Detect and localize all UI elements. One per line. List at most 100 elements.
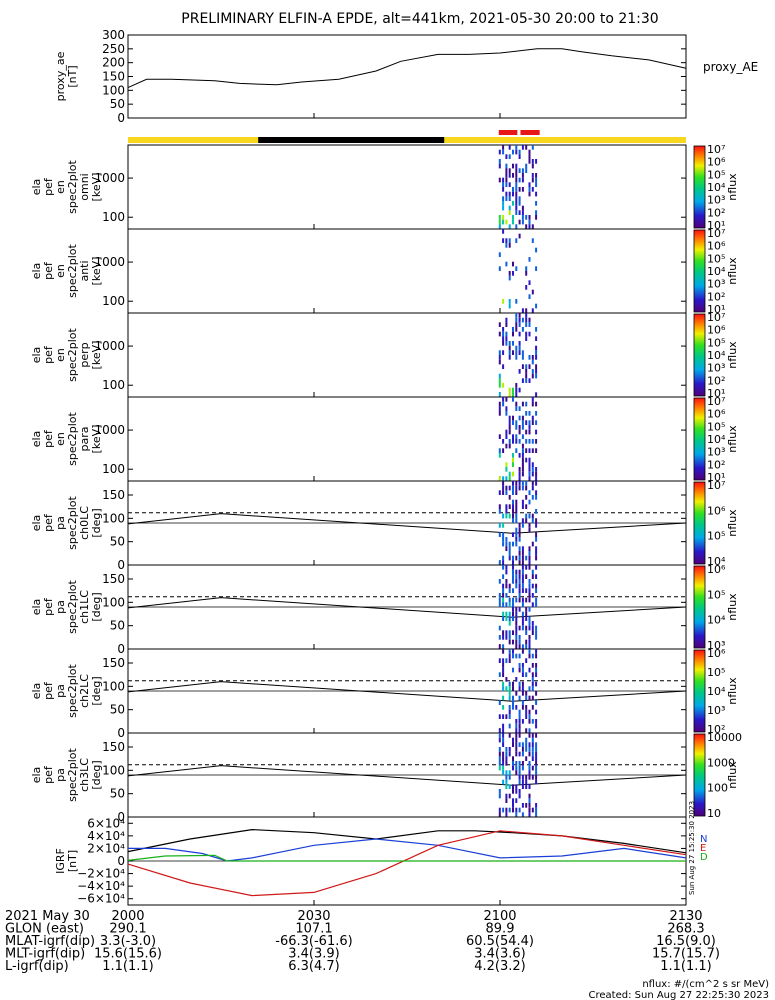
colorbar-label: nflux — [726, 341, 739, 369]
spectrogram-cell — [521, 551, 524, 556]
spectrogram-cell — [515, 187, 518, 192]
colorbar-tick-label: 10² — [707, 374, 725, 387]
spectrogram-cell — [535, 583, 538, 589]
spectrogram-cell — [508, 485, 511, 491]
spectrogram-cell — [498, 392, 501, 397]
spectrogram-cell — [498, 789, 501, 794]
colorbar-tick-label: 10⁴ — [707, 555, 726, 568]
spectrogram-cell — [512, 560, 514, 565]
spectrogram-cell — [521, 350, 524, 355]
spectrogram-cell — [531, 420, 534, 425]
spectrogram-cell — [515, 532, 518, 537]
y-tick-label: 50 — [110, 535, 125, 549]
spectrogram-cell — [498, 658, 501, 663]
spectrogram-cell — [505, 443, 508, 449]
y-tick-label: 100 — [102, 462, 125, 476]
spectrogram-cell — [518, 341, 521, 346]
spectrogram-cell — [535, 565, 538, 570]
spectrogram-cell — [502, 513, 505, 519]
y-tick-label: 150 — [102, 740, 125, 754]
spectrogram-cell — [518, 639, 521, 645]
spectrogram-cell — [505, 406, 508, 411]
spectrogram-cell — [525, 420, 528, 425]
spectrogram-cell — [502, 397, 505, 402]
spectrogram-cell — [508, 191, 511, 197]
spectrogram-cell — [535, 775, 538, 780]
spectrogram-cell — [518, 471, 521, 477]
spectrogram-cell — [521, 565, 524, 570]
spectrogram-cell — [515, 327, 518, 332]
spectrogram-cell — [531, 677, 534, 682]
spectrogram-cell — [521, 308, 524, 313]
spectrogram-cell — [515, 191, 518, 197]
spectrogram-cell — [535, 597, 538, 603]
spectrogram-cell — [502, 714, 505, 719]
spectrogram-cell — [515, 527, 518, 533]
time-axis-value: 6.3(4.7) — [288, 959, 340, 974]
spectrogram-cell — [498, 560, 501, 565]
spectrogram-cell — [528, 565, 531, 570]
spectrogram-cell — [502, 723, 505, 729]
spectrogram-cell — [498, 761, 501, 766]
spectrogram-cell — [502, 299, 505, 304]
spectrogram-cell — [498, 177, 501, 183]
spectrogram-cell — [531, 625, 534, 631]
spectrogram-cell — [528, 686, 531, 691]
spectrogram-cell — [525, 518, 528, 523]
spectrogram-cell — [535, 471, 538, 477]
spectrogram-cell — [515, 383, 518, 388]
colorbar — [693, 733, 706, 817]
y-tick-label: 150 — [102, 572, 125, 586]
igrf-line-N — [127, 828, 687, 854]
y-axis-label: [keV] — [90, 257, 103, 286]
spectrogram-cell — [525, 336, 528, 341]
spectrogram-cell — [502, 177, 505, 183]
spectrogram-cell — [521, 784, 524, 789]
spectrogram-cell — [521, 705, 524, 710]
spectrogram-cell — [502, 523, 505, 528]
spectrogram-cell — [535, 691, 538, 696]
y-axis-label: ela — [30, 515, 43, 532]
spectrogram-cell — [535, 448, 538, 453]
spectrogram-cell — [498, 373, 501, 379]
spectrogram-cell — [535, 555, 538, 561]
y-axis-label: ch3LC — [78, 758, 91, 792]
spectrogram-cell — [512, 565, 514, 570]
y-axis-label: para — [78, 427, 91, 452]
spectrogram-cell — [515, 719, 518, 724]
spectrogram-cell — [525, 308, 528, 313]
spectrogram-cell — [535, 364, 538, 369]
spectrogram-cell — [531, 742, 534, 747]
spectrogram-cell — [531, 448, 534, 453]
spectrogram-cell — [531, 756, 534, 761]
spectrogram-cell — [518, 546, 521, 551]
spectrogram-cell — [502, 383, 505, 388]
spectrogram-cell — [508, 639, 511, 645]
spectrogram-cell — [518, 149, 521, 155]
spectrogram-cell — [525, 401, 528, 407]
spectrogram-cell — [512, 341, 514, 346]
spectrogram-cell — [525, 555, 528, 561]
time-axis-value: 15.7(15.7) — [652, 947, 720, 962]
spectrogram-cell — [528, 513, 531, 519]
spectrogram-cell — [531, 583, 534, 589]
spectrogram-cell — [498, 807, 501, 813]
spectrogram-cell — [505, 658, 508, 663]
spectrogram-cell — [512, 149, 514, 155]
spectrogram-cell — [498, 163, 501, 169]
spectrogram-cell — [518, 233, 521, 239]
spectrogram-cell — [505, 714, 508, 719]
spectrogram-cell — [518, 583, 521, 589]
spectrogram-cell — [505, 784, 508, 789]
spectrogram-cell — [528, 728, 531, 733]
spectrogram-cell — [505, 243, 508, 248]
spectrogram-cell — [515, 425, 518, 430]
spectrogram-cell — [502, 201, 505, 206]
colorbar-tick-label: 100 — [707, 782, 728, 795]
spectrogram-cell — [515, 653, 518, 659]
spectrogram-cell — [525, 784, 528, 789]
spectrogram-cell — [528, 378, 531, 383]
spectrogram-cell — [515, 770, 518, 775]
spectrogram-cell — [502, 327, 505, 332]
time-tick-label: 2130 — [669, 909, 702, 924]
